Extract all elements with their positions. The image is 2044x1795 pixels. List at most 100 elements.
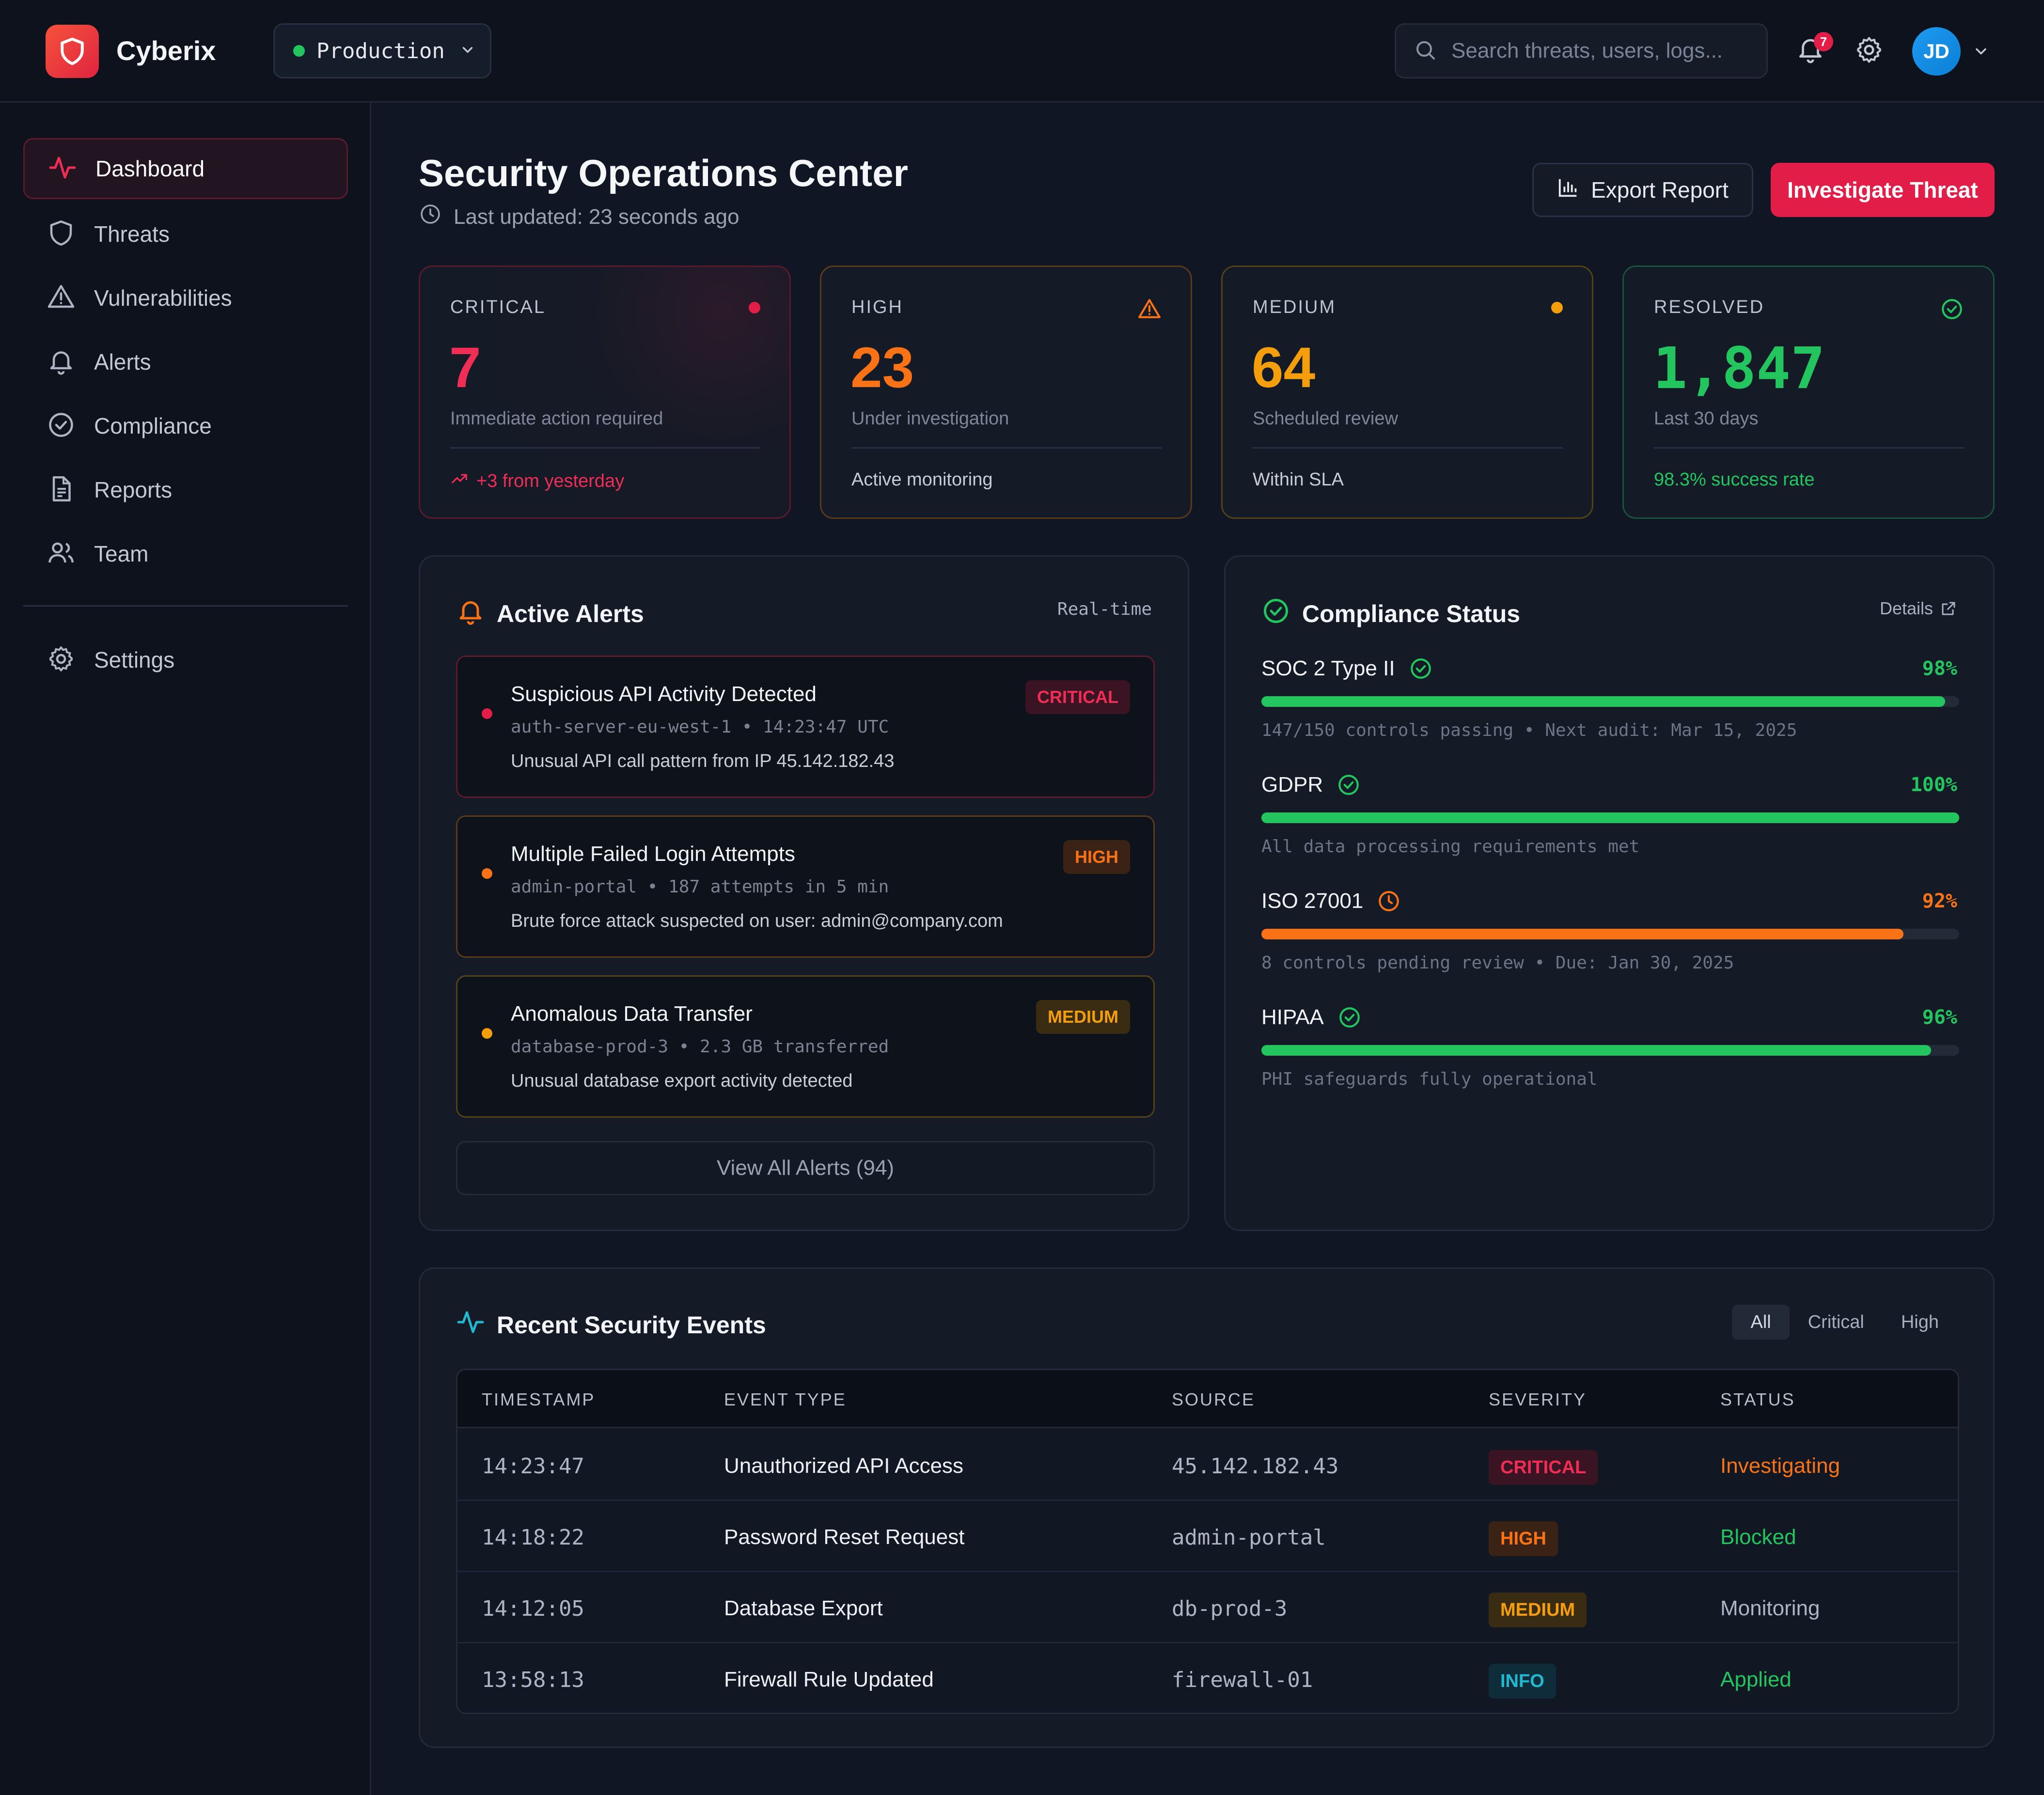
bell-icon: [47, 346, 76, 378]
filter-tab-all[interactable]: All: [1732, 1305, 1790, 1340]
check-circle-icon: [1337, 1005, 1362, 1030]
table-row[interactable]: 13:58:13 Firewall Rule Updated firewall-…: [457, 1643, 1958, 1713]
export-report-button[interactable]: Export Report: [1532, 163, 1753, 217]
events-table: TIMESTAMP EVENT TYPE SOURCE SEVERITY STA…: [456, 1369, 1959, 1714]
column-header[interactable]: EVENT TYPE: [724, 1389, 847, 1409]
sidebar-item-label: Vulnerabilities: [94, 285, 232, 311]
sidebar-item-compliance[interactable]: Compliance: [23, 395, 348, 456]
stat-card-medium[interactable]: MEDIUM 64 Scheduled review Within SLA: [1221, 265, 1593, 519]
event-type: Firewall Rule Updated: [724, 1668, 934, 1691]
column-header[interactable]: STATUS: [1720, 1389, 1795, 1409]
compliance-percentage: 92%: [1922, 890, 1957, 912]
sidebar-item-label: Compliance: [94, 413, 212, 438]
sidebar-item-vulnerabilities[interactable]: Vulnerabilities: [23, 267, 348, 328]
compliance-progress-bar: [1261, 1045, 1959, 1056]
severity-dot: [482, 868, 492, 879]
settings-gear-icon[interactable]: [1854, 35, 1884, 67]
stat-card-resolved[interactable]: RESOLVED 1,847 Last 30 days 98.3% succes…: [1622, 265, 1995, 519]
alert-meta: database-prod-3 • 2.3 GB transferred: [511, 1037, 889, 1057]
column-header[interactable]: SEVERITY: [1489, 1389, 1587, 1409]
sidebar-item-threats[interactable]: Threats: [23, 203, 348, 265]
filter-tab-critical[interactable]: Critical: [1808, 1311, 1864, 1332]
search-icon: [1414, 38, 1437, 64]
compliance-label: HIPAA: [1261, 1005, 1324, 1029]
environment-selector[interactable]: Production: [273, 23, 491, 78]
severity-badge: MEDIUM: [1036, 1000, 1130, 1034]
compliance-percentage: 100%: [1910, 774, 1957, 796]
bar-chart-icon: [1557, 176, 1579, 204]
event-source: 45.142.182.43: [1172, 1454, 1339, 1479]
stat-value: 1,847: [1653, 335, 1825, 402]
stat-label: CRITICAL: [450, 297, 546, 317]
activity-icon: [456, 1308, 485, 1342]
stat-card-critical[interactable]: CRITICAL 7 Immediate action required +3 …: [419, 265, 791, 519]
sidebar-item-label: Alerts: [94, 349, 151, 375]
alert-title: Anomalous Data Transfer: [511, 1002, 753, 1026]
column-header[interactable]: TIMESTAMP: [482, 1389, 596, 1409]
table-row[interactable]: 14:23:47 Unauthorized API Access 45.142.…: [457, 1430, 1958, 1501]
alert-card[interactable]: Anomalous Data Transfer database-prod-3 …: [456, 975, 1155, 1118]
sidebar-item-label: Settings: [94, 647, 175, 672]
sidebar-item-team[interactable]: Team: [23, 523, 348, 584]
check-circle-icon: [1336, 773, 1361, 797]
chevron-down-icon: [459, 42, 476, 61]
event-source: firewall-01: [1172, 1668, 1313, 1692]
compliance-label: ISO 27001: [1261, 889, 1364, 913]
compliance-status-panel: Compliance Status Details SOC 2 Type II 9…: [1224, 555, 1995, 1231]
stat-label: RESOLVED: [1654, 297, 1765, 317]
view-all-alerts-button[interactable]: View All Alerts (94): [456, 1141, 1155, 1195]
compliance-progress-bar: [1261, 696, 1959, 707]
stat-footer: +3 from yesterday: [450, 469, 624, 493]
bell-icon: [1795, 39, 1825, 66]
user-avatar[interactable]: JD: [1912, 27, 1961, 76]
compliance-item-name: ISO 27001: [1261, 889, 1401, 913]
realtime-label: Real-time: [1057, 599, 1152, 619]
sidebar-item-dashboard[interactable]: Dashboard: [23, 138, 348, 199]
check-circle-icon: [1261, 596, 1290, 631]
check-circle-icon: [1940, 297, 1964, 324]
severity-badge: HIGH: [1489, 1521, 1558, 1556]
compliance-title: Compliance Status: [1302, 600, 1521, 627]
recent-events-title: Recent Security Events: [497, 1311, 766, 1339]
filter-tab-high[interactable]: High: [1901, 1311, 1939, 1332]
last-updated-text: Last updated: 23 seconds ago: [454, 204, 739, 229]
severity-badge: MEDIUM: [1489, 1592, 1587, 1627]
search-input[interactable]: [1451, 39, 1742, 63]
event-timestamp: 14:12:05: [482, 1596, 584, 1621]
alert-card[interactable]: Suspicious API Activity Detected auth-se…: [456, 656, 1155, 798]
active-alerts-header: Active Alerts: [456, 596, 644, 631]
stat-card-high[interactable]: HIGH 23 Under investigation Active monit…: [820, 265, 1192, 519]
sidebar-item-label: Threats: [94, 221, 170, 247]
sidebar: Dashboard Threats Vulnerabilities Alerts…: [0, 103, 371, 1795]
notifications-button[interactable]: 7: [1795, 32, 1833, 68]
progress-fill: [1261, 1045, 1932, 1056]
environment-status-dot: [293, 45, 305, 57]
column-header[interactable]: SOURCE: [1172, 1389, 1256, 1409]
event-status: Investigating: [1720, 1454, 1840, 1478]
details-link[interactable]: Details: [1880, 598, 1957, 619]
compliance-progress-bar: [1261, 929, 1959, 939]
alert-meta: admin-portal • 187 attempts in 5 min: [511, 877, 889, 897]
page-title: Security Operations Center: [419, 152, 908, 194]
sidebar-item-alerts[interactable]: Alerts: [23, 331, 348, 392]
event-timestamp: 13:58:13: [482, 1668, 584, 1692]
sidebar-item-reports[interactable]: Reports: [23, 459, 348, 520]
brand-name: Cyberix: [116, 35, 216, 66]
table-row[interactable]: 14:12:05 Database Export db-prod-3 MEDIU…: [457, 1572, 1958, 1643]
sidebar-item-settings[interactable]: Settings: [23, 629, 348, 690]
alert-card[interactable]: Multiple Failed Login Attempts admin-por…: [456, 815, 1155, 958]
divider: [851, 447, 1162, 449]
logo-shield-icon[interactable]: [46, 25, 99, 78]
event-type: Unauthorized API Access: [724, 1454, 964, 1478]
search-box[interactable]: [1395, 23, 1768, 78]
stat-footer-text: +3 from yesterday: [476, 470, 625, 491]
event-source: db-prod-3: [1172, 1596, 1288, 1621]
chevron-down-icon[interactable]: [1972, 43, 1990, 62]
environment-label: Production: [316, 38, 445, 63]
sidebar-divider: [23, 605, 348, 607]
users-icon: [47, 538, 76, 570]
investigate-threat-button[interactable]: Investigate Threat: [1771, 163, 1995, 217]
compliance-note: All data processing requirements met: [1261, 837, 1640, 857]
table-row[interactable]: 14:18:22 Password Reset Request admin-po…: [457, 1501, 1958, 1572]
alert-description: Brute force attack suspected on user: ad…: [511, 911, 1003, 931]
